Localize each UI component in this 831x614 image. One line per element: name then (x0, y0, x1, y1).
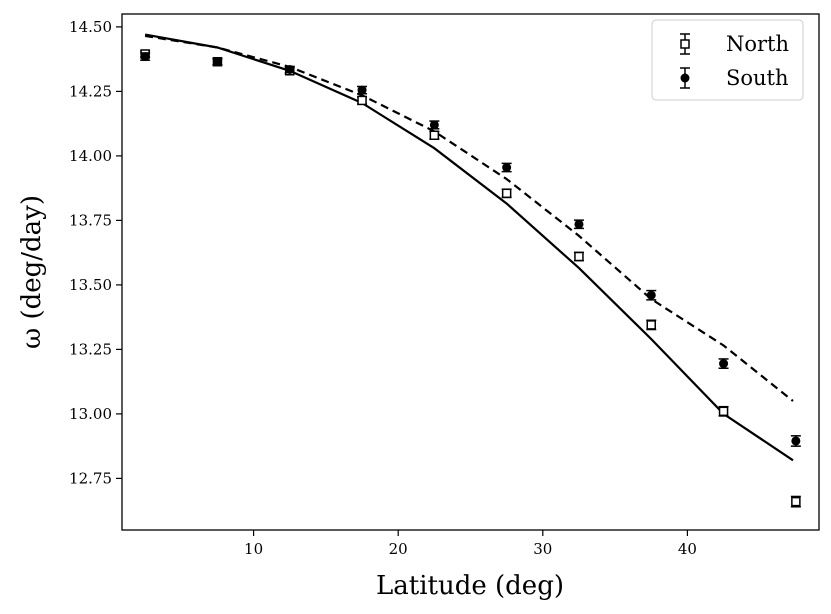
north-marker (574, 251, 584, 262)
north-point (790, 495, 801, 508)
north-point (573, 251, 584, 262)
axis-ticks: 10 20 30 40 12.75 13.00 13.25 13.50 13.75 14.00 14… (69, 18, 697, 558)
model-line-solid (144, 33, 794, 462)
south-marker (646, 290, 656, 300)
south-point (140, 52, 151, 62)
legend-marker-south (680, 73, 690, 83)
north-marker (429, 130, 440, 141)
north-point (429, 130, 440, 141)
north-marker (718, 406, 729, 417)
y-tick-label: 14.25 (69, 82, 112, 100)
north-point (646, 319, 657, 331)
south-point (646, 289, 657, 301)
x-tick-label: 20 (389, 540, 408, 558)
legend: North South (651, 19, 804, 101)
x-tick-label: 10 (244, 540, 263, 558)
north-point (501, 188, 512, 199)
south-point (284, 64, 295, 74)
south-marker (212, 57, 222, 67)
south-marker (357, 85, 367, 95)
x-tick-label: 30 (533, 540, 552, 558)
y-tick-label: 14.00 (69, 147, 112, 165)
south-marker (429, 120, 439, 130)
south-marker (574, 219, 584, 229)
model-line-dashed (144, 34, 794, 402)
north-point (718, 405, 729, 417)
legend-label-north: North (726, 32, 789, 56)
south-point (573, 219, 584, 230)
legend-label-south: South (726, 66, 789, 90)
legend-marker-north (680, 39, 690, 49)
north-marker (501, 188, 512, 199)
x-axis-title: Latitude (deg) (376, 571, 564, 601)
south-point (718, 358, 729, 369)
south-point (357, 85, 368, 95)
north-marker (791, 496, 801, 507)
south-marker (285, 64, 295, 74)
south-point (429, 120, 440, 130)
south-point (501, 162, 512, 173)
north-point (357, 95, 368, 106)
south-marker (502, 163, 512, 173)
plot-frame (121, 13, 820, 531)
data-points (140, 49, 801, 508)
south-marker (719, 359, 729, 369)
south-marker (140, 52, 150, 62)
y-tick-label: 13.00 (69, 405, 112, 423)
y-axis-title: ω (deg/day) (17, 195, 47, 349)
y-tick-label: 14.50 (69, 18, 112, 36)
north-marker (646, 320, 657, 330)
y-tick-label: 13.25 (69, 340, 112, 358)
south-point (790, 435, 801, 447)
model-lines (144, 33, 794, 462)
legend-entry-north: North (680, 32, 789, 56)
legend-entry-south: South (680, 66, 789, 90)
x-tick-label: 40 (678, 540, 697, 558)
y-tick-label: 13.50 (69, 276, 112, 294)
north-marker (357, 95, 367, 106)
south-marker (791, 436, 801, 446)
south-point (212, 57, 223, 67)
y-tick-label: 13.75 (69, 211, 112, 229)
y-tick-label: 12.75 (69, 469, 112, 487)
